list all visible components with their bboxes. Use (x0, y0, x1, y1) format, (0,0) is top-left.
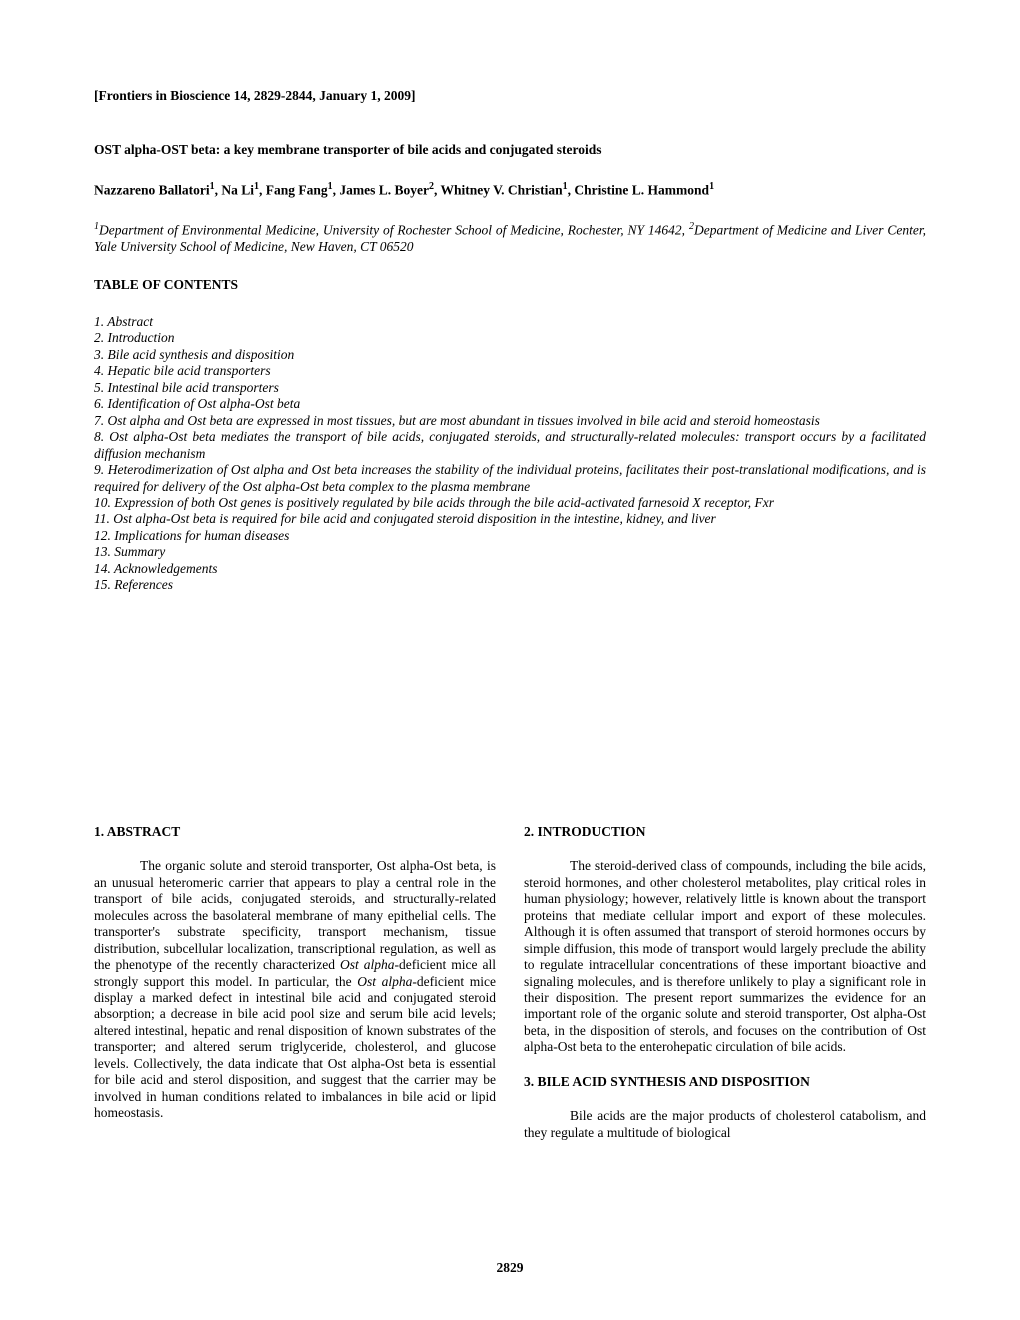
toc-item: 8. Ost alpha-Ost beta mediates the trans… (94, 429, 926, 462)
toc-item: 13. Summary (94, 544, 926, 560)
introduction-heading: 2. INTRODUCTION (524, 824, 926, 840)
toc-item: 15. References (94, 577, 926, 593)
abstract-heading: 1. ABSTRACT (94, 824, 496, 840)
toc-item: 2. Introduction (94, 330, 926, 346)
two-column-body: 1. ABSTRACT The organic solute and stero… (94, 824, 926, 1142)
toc-item: 1. Abstract (94, 314, 926, 330)
page-number: 2829 (0, 1260, 1020, 1276)
introduction-paragraph: The steroid-derived class of compounds, … (524, 858, 926, 1056)
toc-list: 1. Abstract2. Introduction3. Bile acid s… (94, 314, 926, 594)
left-column: 1. ABSTRACT The organic solute and stero… (94, 824, 496, 1142)
toc-item: 14. Acknowledgements (94, 561, 926, 577)
toc-item: 3. Bile acid synthesis and disposition (94, 347, 926, 363)
section3-heading: 3. BILE ACID SYNTHESIS AND DISPOSITION (524, 1074, 926, 1090)
toc-item: 6. Identification of Ost alpha-Ost beta (94, 396, 926, 412)
toc-item: 9. Heterodimerization of Ost alpha and O… (94, 462, 926, 495)
right-column: 2. INTRODUCTION The steroid-derived clas… (524, 824, 926, 1142)
toc-item: 10. Expression of both Ost genes is posi… (94, 495, 926, 511)
affiliations: 1Department of Environmental Medicine, U… (94, 221, 926, 255)
section3-paragraph: Bile acids are the major products of cho… (524, 1108, 926, 1141)
toc-item: 7. Ost alpha and Ost beta are expressed … (94, 413, 926, 429)
toc-item: 4. Hepatic bile acid transporters (94, 363, 926, 379)
toc-item: 12. Implications for human diseases (94, 528, 926, 544)
toc-heading: TABLE OF CONTENTS (94, 277, 926, 293)
authors-line: Nazzareno Ballatori1, Na Li1, Fang Fang1… (94, 181, 926, 199)
toc-item: 11. Ost alpha-Ost beta is required for b… (94, 511, 926, 527)
abstract-paragraph: The organic solute and steroid transport… (94, 858, 496, 1122)
journal-header: [Frontiers in Bioscience 14, 2829-2844, … (94, 88, 926, 104)
toc-item: 5. Intestinal bile acid transporters (94, 380, 926, 396)
article-title: OST alpha-OST beta: a key membrane trans… (94, 142, 926, 158)
